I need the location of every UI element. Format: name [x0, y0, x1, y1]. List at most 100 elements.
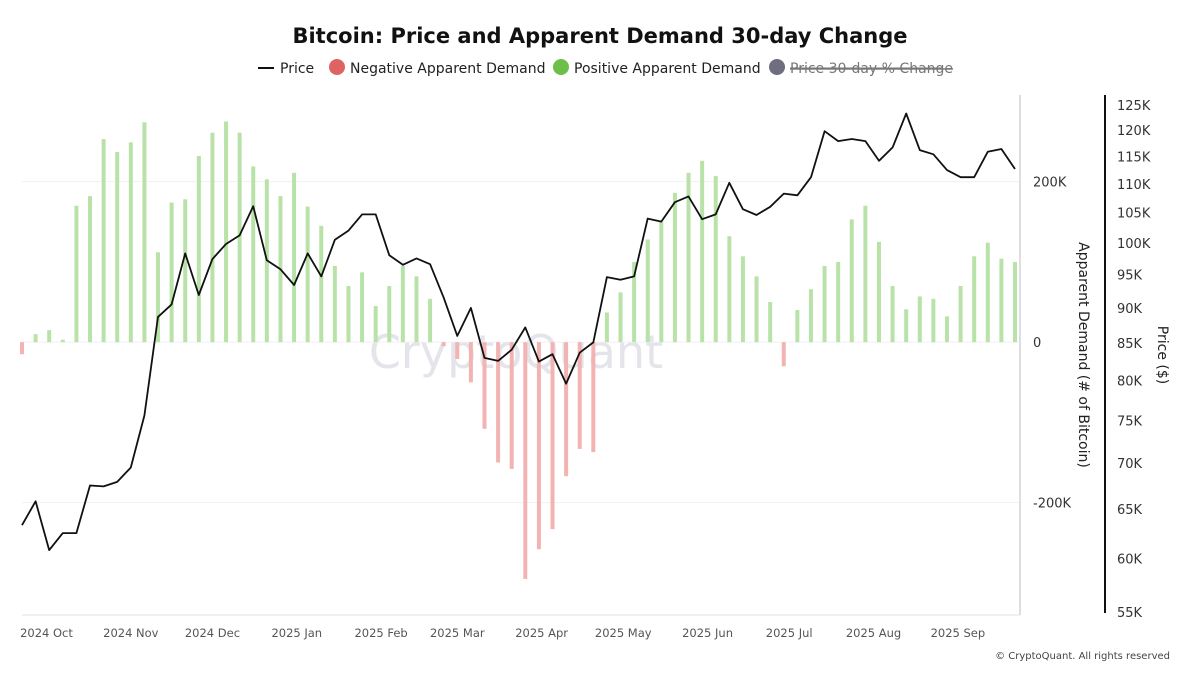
x-tick-label: 2025 Feb — [354, 626, 407, 640]
positive-demand-bar — [958, 285, 963, 343]
negative-demand-bar — [441, 342, 446, 347]
positive-demand-bar — [795, 310, 800, 343]
positive-demand-bar — [972, 256, 977, 343]
positive-demand-bar — [740, 256, 745, 343]
negative-demand-bar — [564, 342, 569, 477]
positive-demand-bar — [210, 132, 215, 343]
positive-demand-bar — [917, 296, 922, 343]
positive-demand-bar — [156, 252, 161, 343]
price-tick-label: 110K — [1117, 178, 1151, 193]
positive-demand-bar — [414, 276, 419, 343]
positive-demand-bar — [931, 298, 936, 343]
positive-demand-bar — [822, 265, 827, 343]
positive-demand-bar — [142, 122, 147, 343]
positive-demand-bar — [944, 316, 949, 343]
price-axis-ticks: 125K 120K 115K 110K 105K 100K 95K 90K 85K 80K 75K 7… — [1117, 99, 1151, 621]
positive-demand-bar — [672, 192, 677, 343]
x-tick-label: 2025 Jun — [682, 626, 733, 640]
price-tick-label: 80K — [1117, 375, 1143, 390]
positive-demand-bar — [1013, 261, 1017, 343]
legend-dot-marker — [553, 59, 569, 75]
positive-demand-bar — [999, 258, 1004, 343]
negative-demand-bar — [550, 342, 555, 530]
positive-demand-bar — [292, 172, 297, 343]
positive-demand-bar — [645, 239, 650, 343]
positive-demand-bar — [754, 276, 759, 343]
demand-tick-label: 0 — [1033, 336, 1041, 351]
positive-demand-bar — [74, 205, 79, 343]
positive-demand-bar — [876, 241, 881, 343]
legend-item-price[interactable]: Price — [258, 61, 314, 77]
price-tick-label: 90K — [1117, 302, 1143, 317]
x-axis-ticks: 2024 Oct 2024 Nov 2024 Dec 2025 Jan 2025 Feb… — [20, 626, 985, 640]
legend: Price Negative Apparent Demand Positive … — [258, 59, 953, 77]
x-tick-label: 2024 Oct — [20, 626, 73, 640]
positive-demand-bar — [686, 172, 691, 343]
x-tick-label: 2025 Apr — [515, 626, 568, 640]
positive-demand-bar — [305, 206, 310, 343]
positive-demand-bar — [400, 265, 405, 343]
negative-demand-bar — [496, 342, 501, 463]
positive-demand-bar — [659, 221, 664, 343]
negative-demand-bar — [468, 342, 473, 383]
price-tick-label: 55K — [1117, 606, 1143, 621]
negative-demand-bar — [455, 342, 460, 360]
legend-item-positive-demand[interactable]: Positive Apparent Demand — [553, 59, 761, 77]
x-tick-label: 2024 Nov — [103, 626, 159, 640]
x-tick-label: 2025 Sep — [931, 626, 986, 640]
legend-dot-marker — [769, 59, 785, 75]
positive-demand-bar — [904, 309, 909, 343]
negative-demand-bar — [482, 342, 487, 429]
demand-axis-label: Apparent Demand (# of Bitcoin) — [1075, 242, 1091, 468]
positive-demand-bar — [373, 306, 378, 343]
positive-demand-bar — [332, 265, 337, 343]
x-tick-label: 2025 Jul — [766, 626, 813, 640]
demand-bars — [20, 121, 1017, 579]
price-tick-label: 60K — [1117, 552, 1143, 567]
positive-demand-bar — [60, 339, 65, 343]
positive-demand-bar — [618, 292, 623, 343]
positive-demand-bar — [237, 132, 242, 343]
positive-demand-bar — [101, 139, 106, 343]
price-tick-label: 65K — [1117, 503, 1143, 518]
price-line — [21, 112, 1016, 551]
positive-demand-bar — [849, 219, 854, 343]
demand-tick-label: 200K — [1033, 176, 1067, 191]
positive-demand-bar — [808, 289, 813, 343]
legend-item-negative-demand[interactable]: Negative Apparent Demand — [329, 59, 545, 77]
positive-demand-bar — [604, 312, 609, 343]
legend-dot-marker — [329, 59, 345, 75]
price-tick-label: 105K — [1117, 207, 1151, 222]
positive-demand-bar — [863, 205, 868, 343]
positive-demand-bar — [88, 196, 93, 343]
price-tick-label: 70K — [1117, 457, 1143, 472]
demand-axis-ticks: 200K 0 -200K — [1033, 176, 1072, 512]
x-tick-label: 2024 Dec — [185, 626, 240, 640]
negative-demand-bar — [781, 342, 786, 367]
positive-demand-bar — [985, 242, 990, 343]
legend-label: Positive Apparent Demand — [574, 61, 761, 77]
x-tick-label: 2025 Jan — [271, 626, 322, 640]
legend-item-price-change[interactable]: Price 30-day % Change — [769, 59, 953, 77]
negative-demand-bar — [509, 342, 514, 469]
positive-demand-bar — [387, 285, 392, 343]
positive-demand-bar — [224, 121, 229, 343]
positive-demand-bar — [727, 236, 732, 343]
positive-demand-bar — [700, 160, 705, 343]
legend-label: Price 30-day % Change — [790, 61, 953, 77]
positive-demand-bar — [169, 202, 174, 343]
negative-demand-bar — [20, 342, 24, 355]
price-tick-label: 125K — [1117, 99, 1151, 114]
positive-demand-bar — [115, 151, 120, 343]
legend-label: Price — [280, 61, 314, 77]
positive-demand-bar — [128, 142, 133, 343]
positive-demand-bar — [360, 272, 365, 343]
price-tick-label: 95K — [1117, 268, 1143, 283]
positive-demand-bar — [183, 199, 188, 343]
negative-demand-bar — [577, 342, 582, 449]
positive-demand-bar — [47, 330, 52, 343]
price-tick-label: 85K — [1117, 337, 1143, 352]
price-tick-label: 115K — [1117, 150, 1151, 165]
x-tick-label: 2025 May — [595, 626, 652, 640]
